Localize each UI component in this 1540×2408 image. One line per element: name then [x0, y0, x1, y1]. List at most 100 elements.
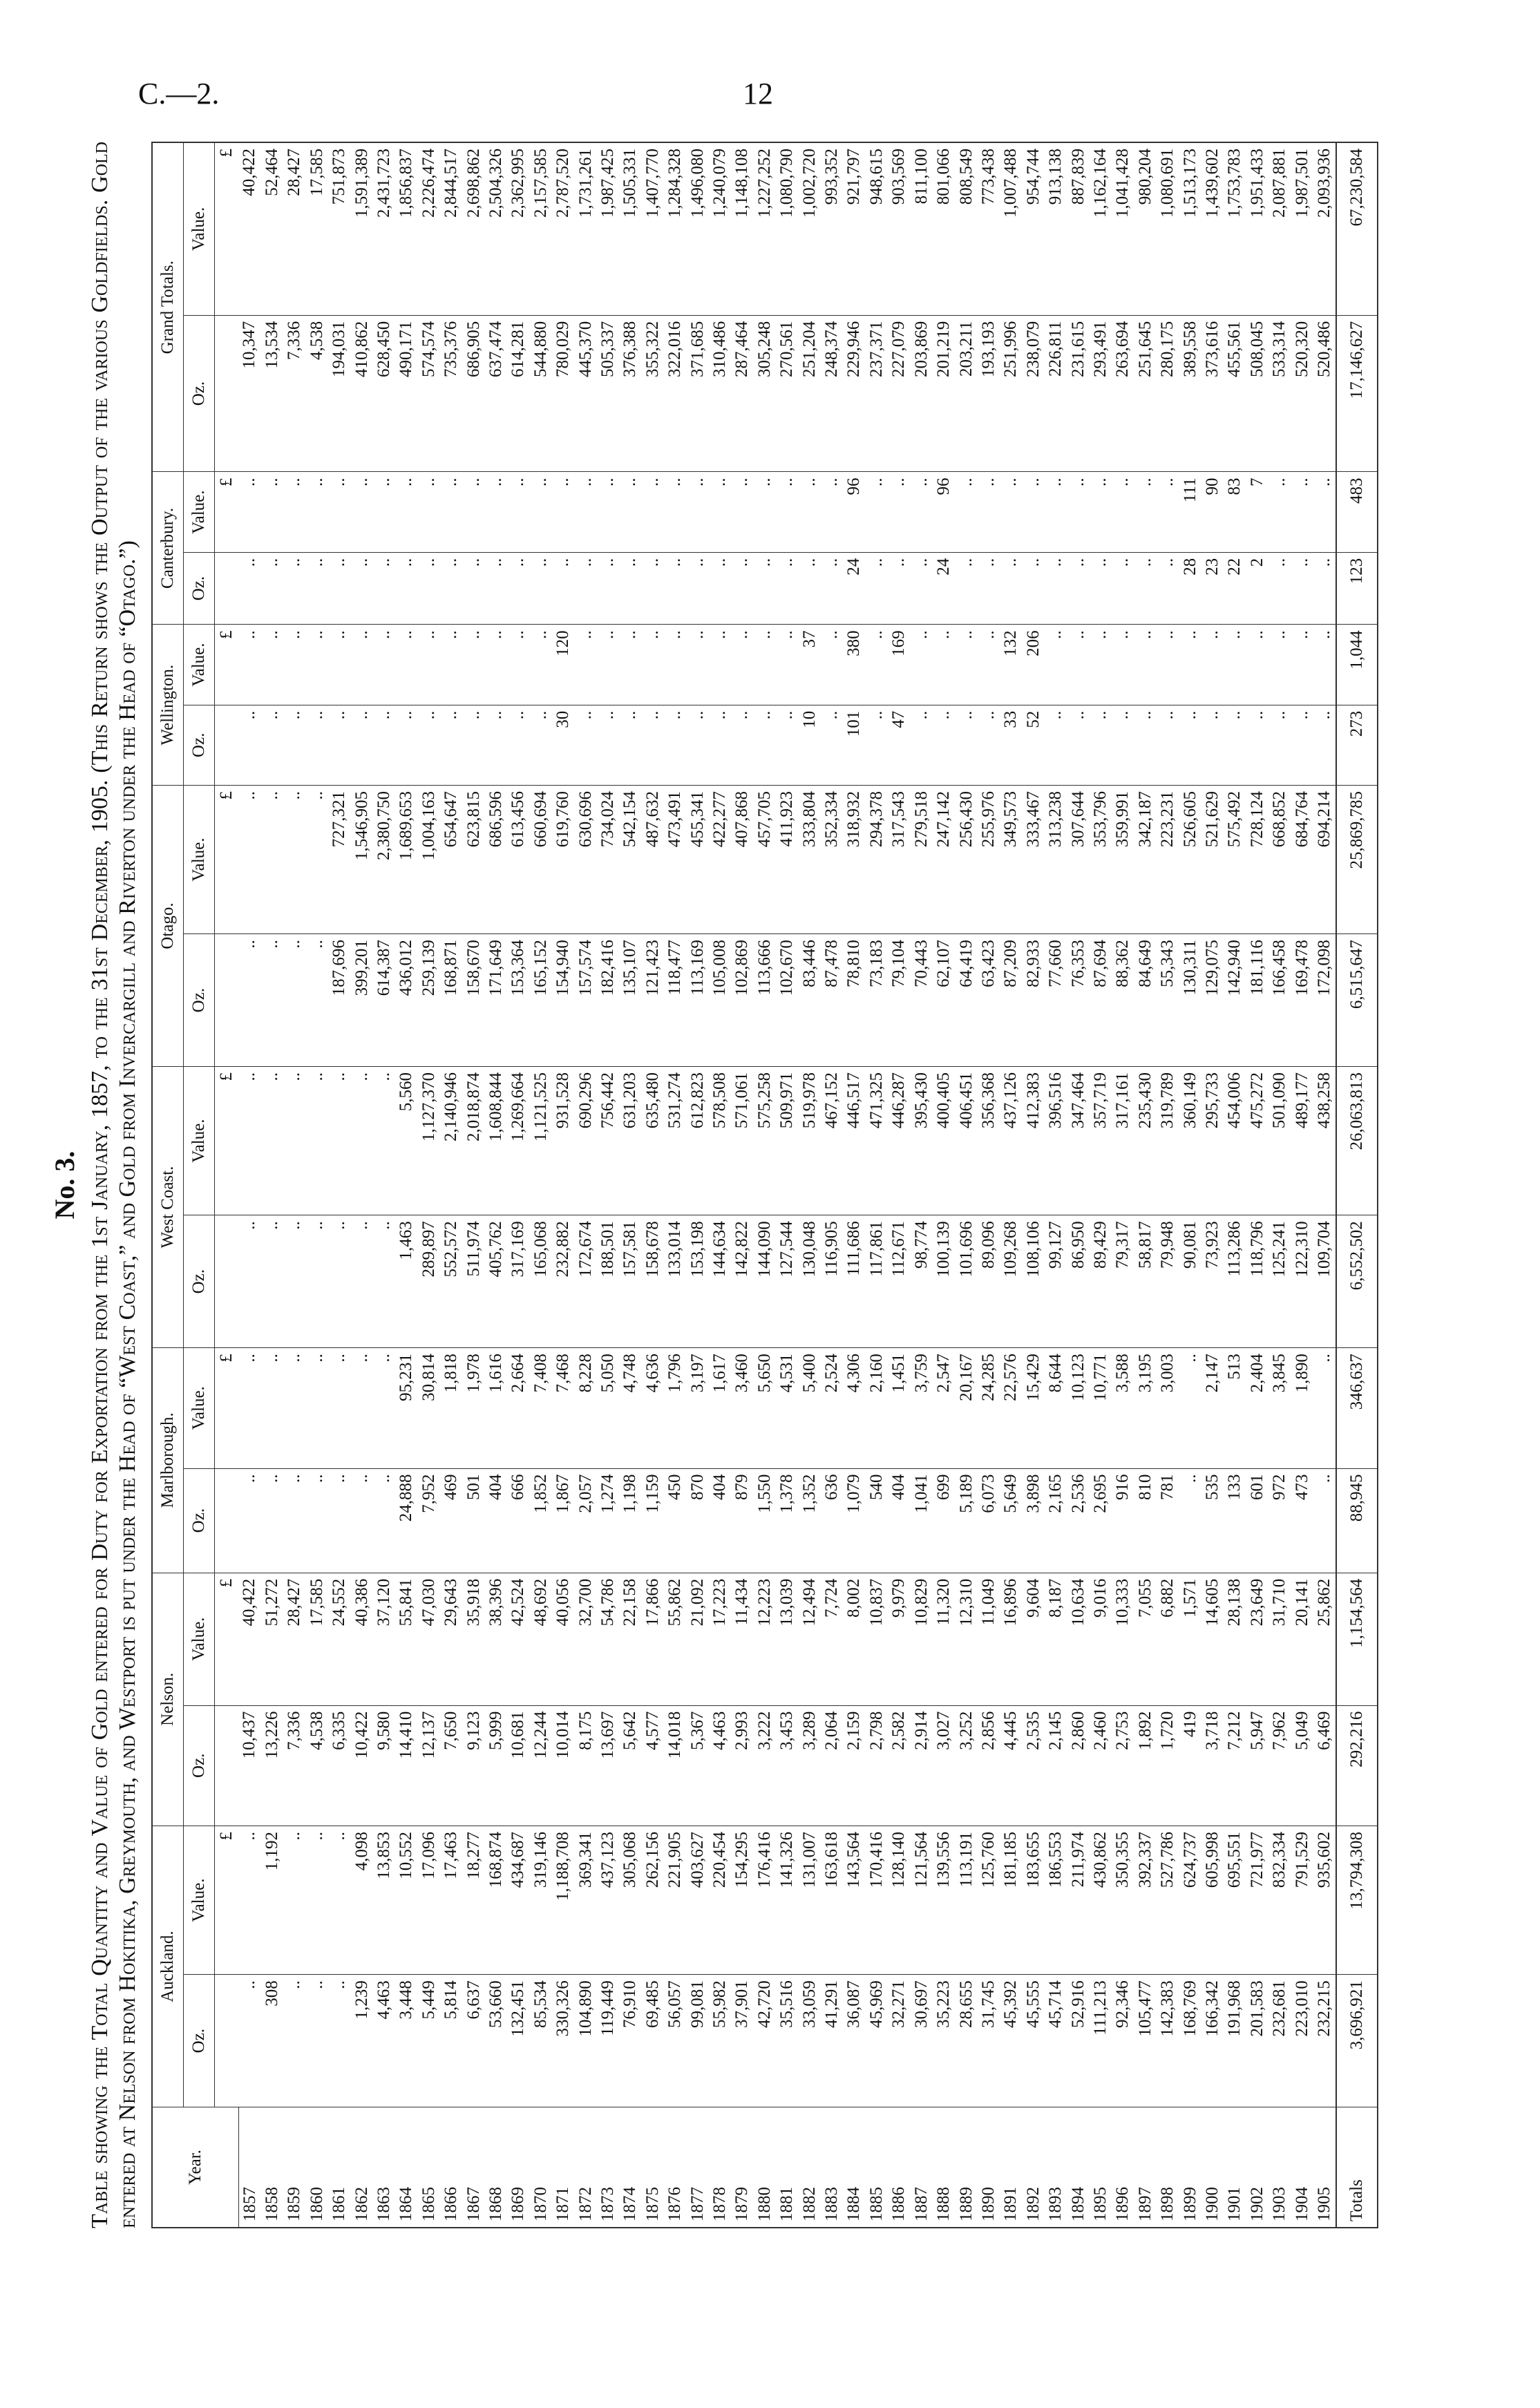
value-cell: 2,160 — [865, 1347, 888, 1469]
value-cell: .. — [955, 471, 978, 553]
oz-cell: 142,383 — [1157, 1974, 1179, 2107]
value-cell: 694,214 — [1313, 785, 1337, 934]
oz-cell: 287,464 — [731, 315, 754, 472]
oz-cell: .. — [305, 933, 329, 1067]
value-cell: .. — [709, 624, 732, 705]
oz-cell: 125,241 — [1268, 1215, 1291, 1348]
value-cell: 40,422 — [238, 142, 261, 316]
oz-cell: 5,049 — [1291, 1705, 1313, 1826]
value-cell: .. — [283, 1347, 306, 1469]
value-cell: .. — [1022, 471, 1045, 553]
oz-cell: 2,856 — [977, 1705, 1000, 1826]
year-cell: 1899 — [1179, 2107, 1201, 2228]
value-cell: 1,818 — [440, 1347, 463, 1469]
year-cell: 1901 — [1224, 2107, 1246, 2228]
oz-cell: 101 — [843, 705, 866, 786]
oz-cell: .. — [1201, 705, 1224, 786]
unit-blank — [214, 1974, 238, 2107]
oz-cell: .. — [507, 705, 530, 786]
value-cell: .. — [709, 471, 732, 553]
oz-cell: 1,239 — [350, 1974, 373, 2107]
value-cell: .. — [260, 785, 284, 934]
table-row: 1902 201,583 721,977 5,947 23,649 601 2,404 118… — [1246, 142, 1269, 2228]
value-cell: 23,649 — [1246, 1573, 1269, 1706]
oz-cell: 508,045 — [1246, 315, 1269, 472]
year-cell: 1889 — [955, 2107, 978, 2228]
value-header: Value. — [183, 142, 215, 316]
value-cell: 4,098 — [350, 1826, 373, 1975]
oz-cell: 5,189 — [955, 1468, 978, 1573]
oz-cell: .. — [977, 705, 1000, 786]
oz-cell: 916 — [1112, 1468, 1134, 1573]
table-row: 1866 5,814 17,463 7,650 29,643 469 1,818 552,57… — [440, 142, 463, 2228]
oz-header: Oz. — [183, 705, 215, 786]
group-header: Wellington. — [152, 624, 184, 786]
value-cell: 5,050 — [597, 1347, 620, 1469]
year-cell: 1893 — [1045, 2107, 1067, 2228]
oz-cell: 248,374 — [821, 315, 844, 472]
oz-cell: .. — [350, 1215, 373, 1348]
value-cell: .. — [395, 624, 418, 705]
oz-cell: 2,064 — [821, 1705, 844, 1826]
value-cell: 17,585 — [305, 1573, 329, 1706]
value-cell: 359,991 — [1112, 785, 1134, 934]
oz-cell: .. — [305, 1215, 329, 1348]
oz-cell: 552,572 — [440, 1215, 463, 1348]
value-cell: 980,204 — [1134, 142, 1157, 316]
value-cell: 395,430 — [910, 1066, 933, 1215]
value-cell: .. — [1134, 471, 1157, 553]
oz-cell: 227,079 — [888, 315, 911, 472]
oz-cell: 317,169 — [507, 1215, 530, 1348]
oz-cell: 132,451 — [507, 1974, 530, 2107]
oz-header: Oz. — [183, 933, 215, 1067]
oz-cell: 2,536 — [1067, 1468, 1090, 1573]
oz-cell: 3,027 — [933, 1705, 956, 1826]
value-cell: 1,004,163 — [417, 785, 441, 934]
oz-cell: .. — [574, 705, 597, 786]
value-cell: .. — [1045, 471, 1067, 553]
table-row: 1895 111,213 430,862 2,460 9,016 2,695 10,771 8… — [1089, 142, 1112, 2228]
oz-cell: 3,289 — [798, 1705, 821, 1826]
oz-cell: .. — [1268, 705, 1291, 786]
oz-cell: 455,561 — [1224, 315, 1246, 472]
year-cell: 1898 — [1157, 2107, 1179, 2228]
value-cell: 446,517 — [843, 1066, 866, 1215]
value-cell: .. — [1112, 471, 1134, 553]
oz-cell: 130,048 — [798, 1215, 821, 1348]
value-cell: 111 — [1179, 471, 1201, 553]
oz-cell: 41,291 — [821, 1974, 844, 2107]
value-cell: 4,306 — [843, 1347, 866, 1469]
value-cell: 25,862 — [1313, 1573, 1337, 1706]
oz-cell: 4,463 — [709, 1705, 732, 1826]
value-cell: 467,152 — [821, 1066, 844, 1215]
oz-cell: .. — [910, 552, 933, 625]
oz-cell: 14,410 — [395, 1705, 418, 1826]
value-cell: 37 — [798, 624, 821, 705]
value-cell: 935,602 — [1313, 1826, 1337, 1975]
value-cell: .. — [238, 1826, 261, 1975]
value-cell: 9,016 — [1089, 1573, 1112, 1706]
table-body: 1857.... 10,437 40,422....................… — [238, 142, 1378, 2228]
oz-cell: .. — [1134, 552, 1157, 625]
value-cell: 773,438 — [977, 142, 1000, 316]
year-cell: 1896 — [1112, 2107, 1134, 2228]
oz-cell: 5,649 — [1000, 1468, 1023, 1573]
value-cell: 3,460 — [731, 1347, 754, 1469]
value-cell: 475,272 — [1246, 1066, 1269, 1215]
oz-cell: 293,491 — [1089, 315, 1112, 472]
oz-cell: 113,169 — [686, 933, 710, 1067]
value-cell: 8,228 — [574, 1347, 597, 1469]
oz-cell: 232,215 — [1313, 1974, 1337, 2107]
oz-cell: 405,762 — [484, 1215, 508, 1348]
oz-cell: 201,583 — [1246, 1974, 1269, 2107]
value-cell: .. — [1179, 624, 1201, 705]
oz-cell: 574,574 — [417, 315, 441, 472]
value-cell: .. — [888, 471, 911, 553]
oz-cell: 544,880 — [529, 315, 553, 472]
oz-cell: 113,286 — [1224, 1215, 1246, 1348]
value-cell: 624,737 — [1179, 1826, 1201, 1975]
year-cell: 1873 — [597, 2107, 620, 2228]
value-total: 1,044 — [1336, 624, 1378, 705]
group-header: West Coast. — [152, 1066, 184, 1348]
oz-cell: 322,016 — [664, 315, 687, 472]
